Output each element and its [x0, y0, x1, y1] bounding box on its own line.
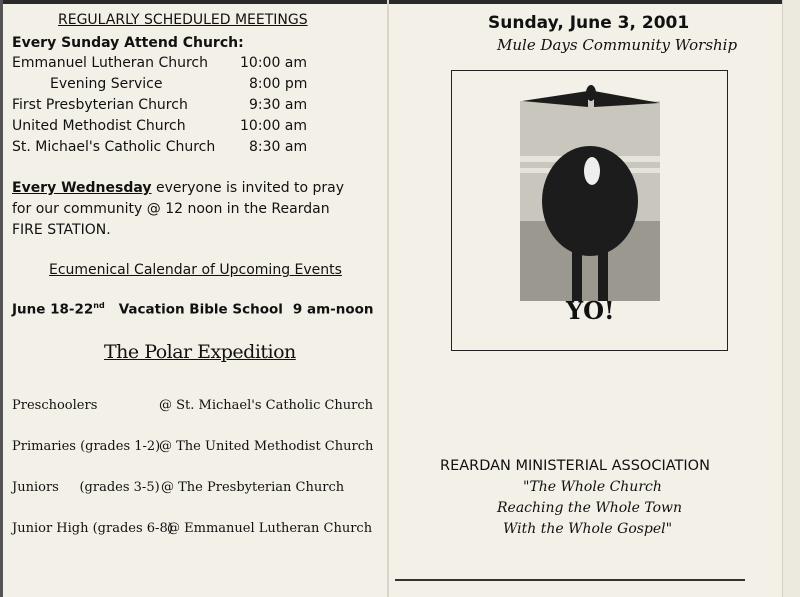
group-location: @ Emmanuel Lutheran Church [167, 521, 373, 536]
association-name: REARDAN MINISTERIAL ASSOCIATION [440, 458, 710, 474]
event-time: 9 am-noon [292, 301, 374, 318]
service-time: 8:30 am [249, 139, 308, 155]
group-location: @ The Presbyterian Church [161, 480, 345, 495]
event-date-suffix: nd [93, 301, 105, 310]
wednesday-paragraph: Every Wednesday everyone is invited to p… [12, 178, 362, 241]
group-location: @ St. Michael's Catholic Church [159, 398, 374, 413]
photo-frame: YO! [451, 70, 728, 351]
service-subtitle: Mule Days Community Worship [497, 36, 738, 54]
motto-line: With the Whole Gospel" [503, 521, 673, 537]
meetings-title: REGULARLY SCHEDULED MEETINGS [58, 12, 308, 28]
motto-line: "The Whole Church [523, 479, 662, 495]
group-name: Junior High (grades 6-8) [12, 521, 173, 536]
vbs-title: The Polar Expedition [104, 341, 296, 363]
wednesday-label: Every Wednesday [12, 180, 152, 196]
event-row: June 18-22nd Vacation Bible School 9 am-no… [12, 301, 374, 318]
service-name: Emmanuel Lutheran Church [12, 55, 208, 71]
wednesday-text: everyone is invited to pray for our comm… [12, 180, 345, 238]
page-fold [387, 0, 389, 597]
scan-top-edge [0, 0, 800, 4]
group-location: @ The United Methodist Church [159, 439, 374, 454]
motto-line: Reaching the Whole Town [497, 500, 683, 516]
mule-photo [520, 85, 660, 301]
bottom-rule [395, 579, 745, 581]
service-name: Evening Service [50, 76, 163, 92]
service-time: 9:30 am [249, 97, 308, 113]
service-name: St. Michael's Catholic Church [12, 139, 216, 155]
scan-left-edge [0, 0, 3, 597]
calendar-title: Ecumenical Calendar of Upcoming Events [49, 262, 342, 278]
event-name: Vacation Bible School [118, 301, 283, 318]
service-date: Sunday, June 3, 2001 [488, 13, 690, 33]
group-name: Primaries (grades 1-2) [12, 439, 161, 454]
service-name: First Presbyterian Church [12, 97, 188, 113]
service-time: 10:00 am [240, 55, 308, 71]
service-time: 8:00 pm [249, 76, 308, 92]
service-time: 10:00 am [240, 118, 308, 134]
event-date: June 18-22 [12, 301, 94, 318]
sunday-heading: Every Sunday Attend Church: [12, 35, 244, 51]
scan-right-edge [782, 0, 800, 597]
photo-caption: YO! [566, 296, 615, 325]
group-name: Preschoolers [12, 398, 98, 413]
service-name: United Methodist Church [12, 118, 186, 134]
group-name: Juniors (grades 3-5) [12, 480, 160, 495]
